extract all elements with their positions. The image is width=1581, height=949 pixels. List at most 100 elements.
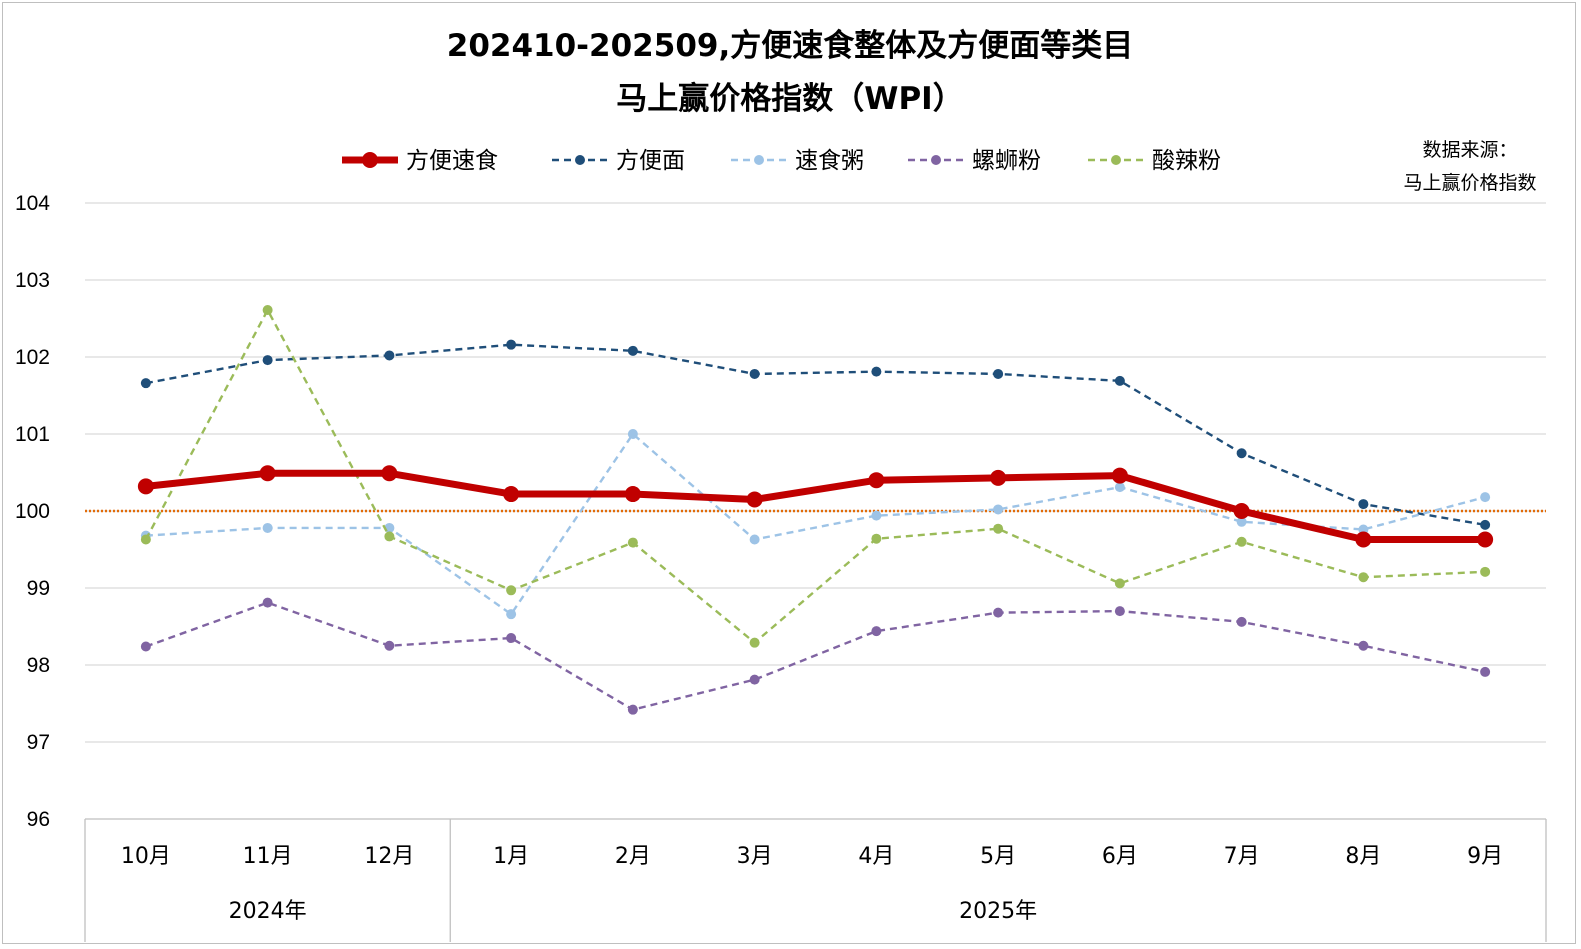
y-tick-label: 100 — [15, 500, 50, 523]
data-point — [990, 469, 1007, 486]
data-point — [749, 534, 760, 545]
legend-item: 酸辣粉 — [1088, 148, 1221, 174]
x-tick-label: 2月 — [615, 844, 651, 869]
data-point — [1111, 467, 1128, 484]
legend-item: 螺蛳粉 — [908, 148, 1041, 174]
x-tick-label: 1月 — [493, 844, 529, 869]
legend-swatch-marker — [362, 152, 378, 168]
data-point — [384, 531, 395, 542]
data-point — [1114, 578, 1125, 589]
x-tick-label: 5月 — [980, 844, 1016, 869]
data-point — [871, 533, 882, 544]
legend: 方便速食 方便面 速食粥 螺蛳粉 酸辣粉 — [342, 148, 1221, 174]
series-e89ebae89bb3e7b289 — [140, 597, 1491, 715]
x-tick-label: 3月 — [737, 844, 773, 869]
series-line — [145, 601, 1486, 711]
y-tick-label: 96 — [27, 808, 50, 831]
legend-swatch-marker — [931, 155, 941, 165]
data-point — [1358, 572, 1369, 583]
data-point — [381, 465, 398, 482]
data-point — [262, 522, 273, 533]
data-point — [1236, 516, 1247, 527]
legend-swatch-marker — [575, 155, 585, 165]
x-tick-label: 12月 — [364, 844, 414, 869]
chart-title-line1: 202410-202509,方便速食整体及方便面等类目 — [447, 28, 1133, 64]
series-e985b8e8bea3e7b289 — [140, 305, 1491, 648]
data-point — [262, 597, 273, 608]
data-point — [506, 609, 517, 620]
legend-label: 方便速食 — [406, 148, 498, 174]
data-point — [140, 378, 151, 389]
legend-item: 方便面 — [552, 148, 685, 174]
data-point — [1358, 499, 1369, 510]
gridlines — [85, 202, 1546, 743]
data-point — [1236, 536, 1247, 547]
x-tick-label: 4月 — [858, 844, 894, 869]
data-point — [627, 429, 638, 439]
series-e696b9e4bebfe99da2 — [140, 339, 1491, 530]
x-tick-label: 10月 — [121, 844, 171, 869]
data-point — [1477, 531, 1494, 548]
y-tick-label: 104 — [15, 192, 50, 215]
series-line — [145, 432, 1486, 616]
series-line — [145, 469, 1486, 543]
data-point — [503, 486, 520, 503]
chart-title-line2: 马上赢价格指数（WPI） — [616, 81, 963, 117]
source-label: 数据来源： — [1422, 139, 1517, 161]
x-tick-label: 7月 — [1224, 844, 1260, 869]
data-point — [993, 607, 1004, 618]
data-point — [1236, 616, 1247, 627]
legend-swatch-marker — [1111, 155, 1121, 165]
data-point — [1480, 492, 1491, 503]
y-axis: 96 97 98 99 100 101 102 103 104 — [15, 192, 50, 831]
x-group-label: 2025年 — [959, 899, 1037, 924]
data-point — [1114, 606, 1125, 617]
data-point — [871, 626, 882, 637]
x-axis: 10月 11月 12月 1月 2月 3月 4月 5月 6月 7月 8月 9月 2024年 2025年 — [84, 818, 1547, 942]
data-point — [140, 641, 151, 652]
series-group — [137, 305, 1494, 715]
data-point — [993, 504, 1004, 515]
x-tick-label: 8月 — [1345, 844, 1381, 869]
data-point — [1236, 448, 1247, 459]
data-point — [262, 305, 273, 316]
data-point — [627, 345, 638, 356]
y-tick-label: 102 — [15, 346, 50, 369]
data-point — [1233, 503, 1250, 519]
series-line — [144, 308, 1486, 644]
x-tick-label: 9月 — [1467, 844, 1503, 869]
data-point — [1480, 666, 1491, 677]
data-point — [868, 472, 885, 489]
data-point — [993, 523, 1004, 534]
data-point — [624, 486, 641, 503]
data-point — [749, 368, 760, 379]
source-name: 马上赢价格指数 — [1403, 172, 1536, 194]
data-point — [746, 491, 763, 508]
y-tick-label: 103 — [15, 269, 50, 292]
data-point — [1358, 640, 1369, 651]
y-tick-label: 97 — [27, 731, 50, 754]
data-point — [749, 674, 760, 685]
data-point — [140, 534, 151, 545]
legend-item: 方便速食 — [342, 148, 498, 174]
data-point — [749, 637, 760, 648]
data-point — [259, 465, 276, 482]
legend-item: 速食粥 — [731, 148, 864, 174]
data-point — [506, 585, 517, 596]
legend-swatch-marker — [754, 155, 764, 165]
data-point — [1480, 566, 1491, 577]
x-group-label: 2024年 — [229, 899, 307, 924]
legend-label: 速食粥 — [795, 148, 864, 174]
data-point — [506, 339, 517, 350]
data-point — [1114, 482, 1125, 493]
series-e696b9e4bebfe9809fe9a39f — [137, 465, 1494, 548]
series-line — [145, 343, 1486, 527]
y-tick-label: 98 — [27, 654, 50, 677]
data-point — [384, 640, 395, 651]
data-point — [1114, 375, 1125, 386]
legend-label: 酸辣粉 — [1152, 148, 1221, 174]
data-point — [262, 355, 273, 366]
y-tick-label: 101 — [15, 423, 50, 446]
data-point — [627, 704, 638, 715]
data-point — [1480, 519, 1491, 530]
